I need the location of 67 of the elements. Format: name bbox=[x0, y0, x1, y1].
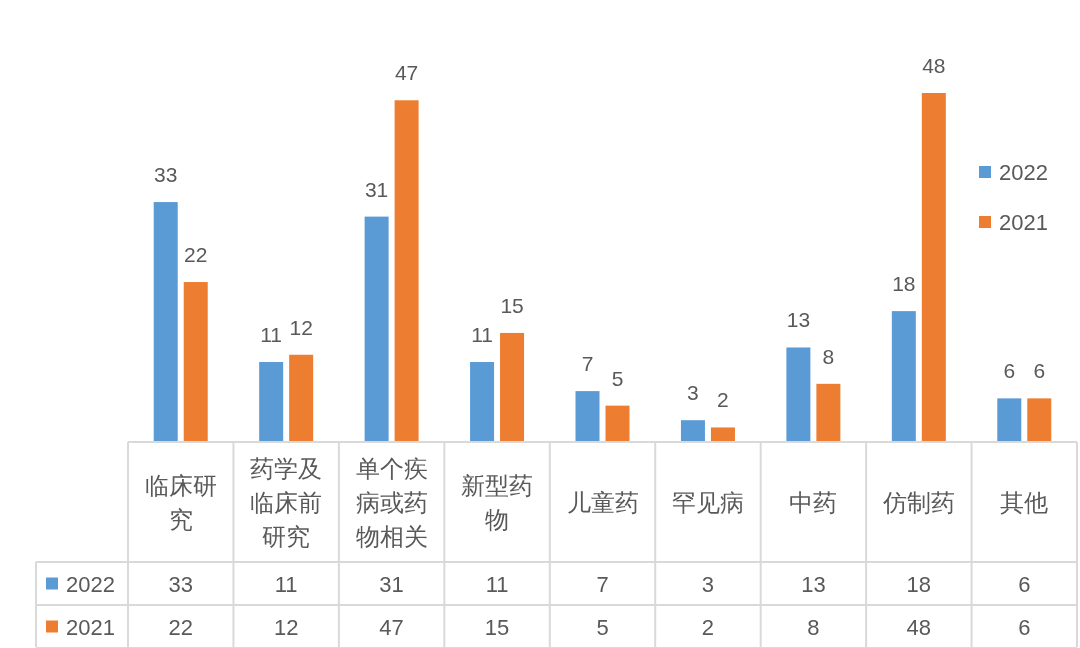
data-label: 2 bbox=[701, 614, 715, 640]
value-label: 11 bbox=[260, 323, 283, 346]
value-label: 8 bbox=[822, 344, 835, 368]
bar bbox=[289, 354, 314, 442]
value-label: 12 bbox=[289, 315, 313, 339]
data-label: 13 bbox=[801, 571, 826, 597]
bar bbox=[680, 420, 705, 442]
data-label: 11 bbox=[274, 571, 298, 597]
bar bbox=[183, 282, 208, 442]
x-tick-label: 单个疾病或药物相关 bbox=[355, 454, 428, 550]
data-label: 47 bbox=[379, 614, 404, 640]
data-label: 33 bbox=[168, 571, 193, 597]
bar bbox=[997, 398, 1022, 442]
bar bbox=[816, 383, 841, 442]
x-tick-label: 新型药物 bbox=[461, 471, 534, 533]
x-tick-label: 药学及临床前研究 bbox=[250, 454, 323, 550]
x-tick-label: 中药 bbox=[789, 488, 838, 516]
table-row-label: 2022 bbox=[66, 571, 115, 597]
data-label: 7 bbox=[596, 571, 609, 597]
value-label: 2 bbox=[717, 388, 729, 412]
bar bbox=[786, 347, 811, 442]
value-label: 11 bbox=[471, 323, 493, 346]
value-label: 22 bbox=[184, 243, 208, 267]
x-tick-label: 罕见病 bbox=[671, 488, 744, 516]
legend-label: 2022 bbox=[999, 160, 1048, 185]
bar bbox=[710, 427, 735, 442]
data-label: 12 bbox=[273, 614, 299, 640]
value-label: 3 bbox=[687, 381, 699, 405]
bar bbox=[153, 202, 178, 442]
x-tick-label: 儿童药 bbox=[566, 488, 639, 516]
data-label: 22 bbox=[168, 614, 193, 640]
data-label: 6 bbox=[1018, 571, 1031, 597]
value-label: 18 bbox=[892, 272, 916, 296]
bar bbox=[470, 362, 495, 442]
value-label: 33 bbox=[154, 163, 178, 187]
data-label: 11 bbox=[485, 571, 509, 597]
data-label: 15 bbox=[484, 614, 510, 640]
bar bbox=[259, 362, 284, 442]
value-label: 6 bbox=[1033, 359, 1046, 383]
data-label: 48 bbox=[906, 614, 932, 640]
value-label: 5 bbox=[611, 366, 624, 390]
value-label: 48 bbox=[922, 54, 946, 77]
value-label: 31 bbox=[364, 177, 389, 201]
bar bbox=[891, 311, 916, 442]
data-label: 3 bbox=[701, 571, 715, 597]
bar bbox=[364, 216, 389, 442]
bar bbox=[605, 405, 630, 442]
legend-label: 2021 bbox=[999, 210, 1048, 235]
value-label: 15 bbox=[500, 293, 524, 317]
value-label: 7 bbox=[581, 352, 594, 376]
data-label: 6 bbox=[1018, 614, 1031, 640]
x-tick-label: 仿制药 bbox=[881, 488, 955, 516]
bar bbox=[500, 332, 525, 442]
bar bbox=[1027, 398, 1052, 442]
data-label: 5 bbox=[596, 614, 609, 640]
x-tick-label: 临床研究 bbox=[144, 471, 217, 533]
value-label: 6 bbox=[1003, 359, 1016, 383]
data-label: 8 bbox=[807, 614, 820, 640]
bar bbox=[394, 100, 419, 442]
x-tick-label: 其他 bbox=[1000, 488, 1049, 516]
value-label: 47 bbox=[394, 61, 419, 85]
data-label: 31 bbox=[379, 571, 404, 597]
value-label: 13 bbox=[786, 308, 811, 332]
data-label: 18 bbox=[906, 571, 932, 597]
table-row-label: 2021 bbox=[66, 614, 115, 640]
bar bbox=[575, 391, 600, 442]
bar bbox=[921, 93, 946, 442]
